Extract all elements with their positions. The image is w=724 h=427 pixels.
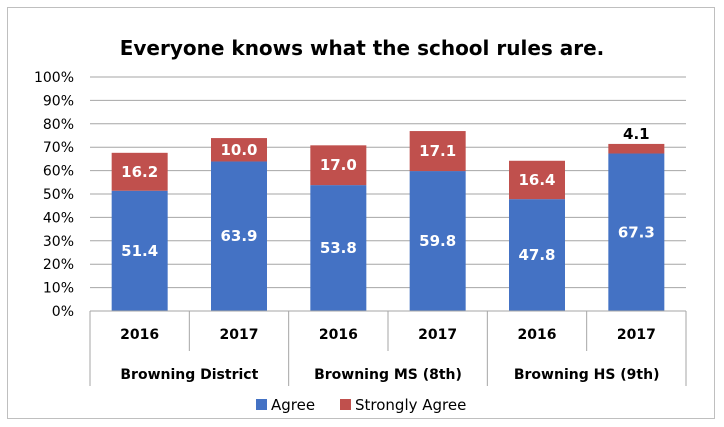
y-tick-label: 80% (43, 117, 74, 133)
chart-title: Everyone knows what the school rules are… (120, 36, 605, 60)
bar-segment-strongly-agree (509, 160, 565, 200)
bar-segment-agree (608, 153, 665, 311)
data-label: 67.3 (618, 223, 655, 241)
x-tick-label: 2016 (120, 327, 159, 343)
bar-segment-agree (310, 185, 367, 311)
data-label: 47.8 (518, 246, 555, 264)
y-tick-label: 0% (52, 304, 74, 320)
y-tick-label: 60% (43, 164, 74, 180)
y-tick-label: 50% (43, 187, 74, 203)
legend: Agree Strongly Agree (256, 396, 466, 414)
data-label: 63.9 (220, 227, 257, 245)
bar-segment-agree (211, 161, 267, 311)
y-tick-label: 20% (43, 257, 74, 273)
x-axis: 2016 2017 2016 2017 2016 2017 Browning Distric… (89, 310, 687, 386)
data-label: 17.0 (320, 156, 357, 174)
y-tick-label: 10% (43, 281, 74, 297)
y-tick-label: 40% (43, 210, 74, 226)
y-tick-label: 70% (43, 140, 74, 156)
x-group-label: Browning MS (8th) (314, 367, 462, 383)
x-tick-label: 2016 (319, 327, 358, 343)
x-group-label: Browning District (120, 367, 258, 383)
gridlines (90, 76, 686, 312)
x-group-label: Browning HS (9th) (514, 367, 660, 383)
bar-segment-agree (409, 171, 466, 311)
bars: 51.4 16.2 63.9 10.0 53.8 17.0 59.8 17.1 47.8 16.4… (111, 125, 665, 311)
legend-swatch (340, 399, 351, 410)
bar-segment-agree (111, 190, 168, 311)
bar-segment-agree (509, 199, 565, 311)
y-tick-label: 90% (43, 93, 74, 109)
legend-swatch (256, 399, 267, 410)
bar-segment-strongly-agree (211, 138, 267, 162)
bar-segment-strongly-agree (608, 143, 665, 154)
x-tick-label: 2017 (418, 327, 457, 343)
x-tick-label: 2017 (220, 327, 259, 343)
legend-label: Agree (271, 396, 315, 414)
data-label: 51.4 (121, 242, 158, 260)
bar-segment-strongly-agree (409, 131, 466, 172)
data-label: 16.2 (121, 163, 158, 181)
y-tick-label: 30% (43, 234, 74, 250)
data-label: 17.1 (419, 142, 456, 160)
bar-segment-strongly-agree (310, 145, 367, 186)
data-label: 53.8 (320, 239, 357, 257)
x-tick-label: 2017 (617, 327, 656, 343)
data-label: 4.1 (623, 125, 650, 143)
data-label: 59.8 (419, 232, 456, 250)
data-label: 10.0 (220, 141, 257, 159)
x-tick-label: 2016 (518, 327, 557, 343)
y-tick-label: 100% (34, 70, 74, 86)
data-label: 16.4 (518, 171, 555, 189)
y-axis-ticks: 0% 10% 20% 30% 40% 50% 60% 70% 80% 90% 100% (34, 70, 74, 320)
bar-segment-strongly-agree (111, 152, 168, 191)
legend-label: Strongly Agree (355, 396, 466, 414)
